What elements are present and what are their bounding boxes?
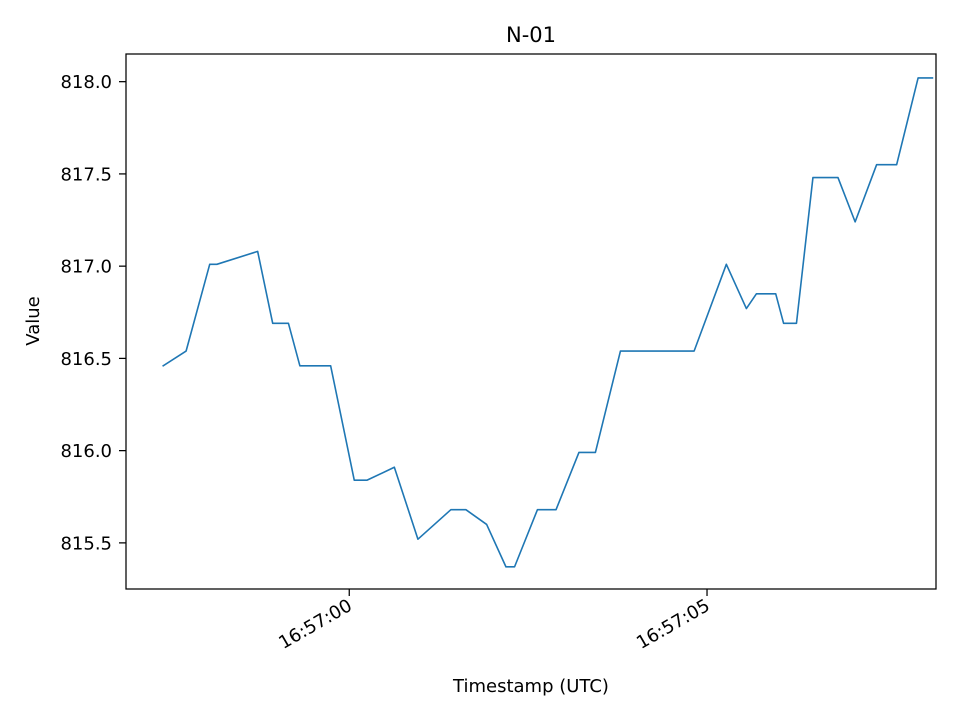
data-point <box>417 538 419 540</box>
data-point <box>185 350 187 352</box>
data-point <box>486 524 488 526</box>
data-point <box>393 466 395 468</box>
y-tick-label: 816.0 <box>60 441 112 462</box>
y-tick-label: 818.0 <box>60 72 112 93</box>
chart-title: N-01 <box>506 23 556 47</box>
data-point <box>366 479 368 481</box>
data-point <box>783 322 785 324</box>
data-point <box>876 164 878 166</box>
data-point <box>896 164 898 166</box>
data-point <box>812 177 814 179</box>
plot-marks <box>162 77 934 568</box>
data-point <box>216 263 218 265</box>
data-point <box>272 322 274 324</box>
data-point <box>854 221 856 223</box>
plot-frame <box>125 53 937 590</box>
data-point <box>555 509 557 511</box>
y-tick-label: 816.5 <box>60 349 112 370</box>
data-point <box>162 365 164 367</box>
x-axis-title: Timestamp (UTC) <box>452 676 609 697</box>
series-line <box>162 77 934 568</box>
data-point <box>578 452 580 454</box>
data-point <box>693 350 695 352</box>
data-point <box>514 566 516 568</box>
data-point <box>745 308 747 310</box>
y-axis-title: Value <box>23 296 44 345</box>
data-point <box>505 566 507 568</box>
data-point <box>288 322 290 324</box>
data-point <box>257 250 259 252</box>
data-point <box>330 365 332 367</box>
data-point <box>465 509 467 511</box>
data-point <box>755 293 757 295</box>
data-point <box>932 77 934 79</box>
data-point <box>594 452 596 454</box>
data-point <box>917 77 919 79</box>
data-point <box>837 177 839 179</box>
data-point <box>775 293 777 295</box>
data-point <box>537 509 539 511</box>
y-tick-label: 817.5 <box>60 164 112 185</box>
data-point <box>450 509 452 511</box>
data-point <box>796 322 798 324</box>
data-point <box>620 350 622 352</box>
data-point <box>299 365 301 367</box>
y-axis: 815.5 816.0 816.5 817.0 817.5 818.0 <box>60 72 126 554</box>
data-point <box>353 479 355 481</box>
y-tick-label: 817.0 <box>60 257 112 278</box>
y-tick-label: 815.5 <box>60 533 112 554</box>
data-point <box>725 263 727 265</box>
data-point <box>209 263 211 265</box>
